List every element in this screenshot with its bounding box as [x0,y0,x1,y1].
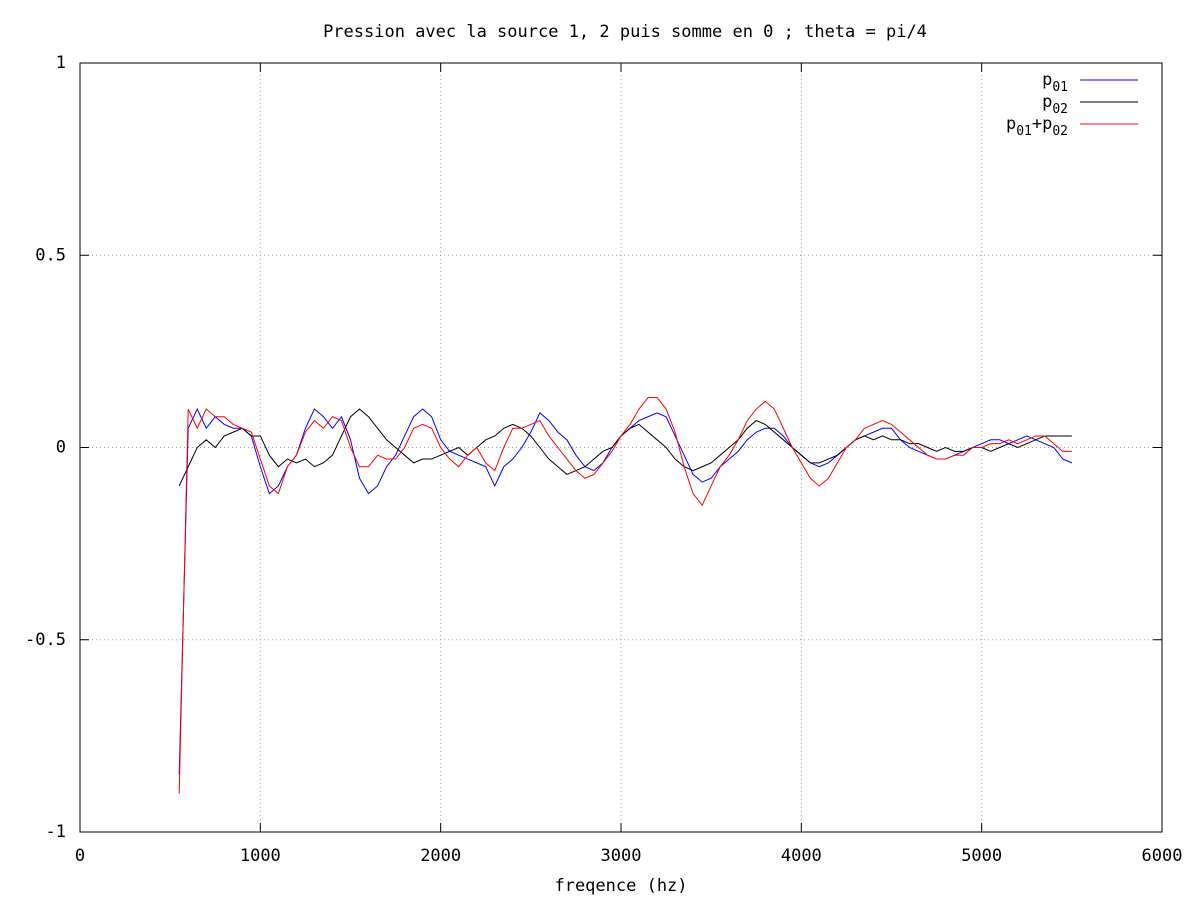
x-tick-label: 4000 [781,846,822,866]
series-line [178,408,1072,487]
y-tick-label: 0 [56,438,66,458]
series-line [178,397,1072,794]
x-tick-label: 0 [75,846,85,866]
plot-frame [79,62,1163,833]
x-tick-label: 1000 [240,846,281,866]
y-tick-label: 1 [56,53,66,73]
x-tick-label: 3000 [601,846,642,866]
x-tick-label: 6000 [1142,846,1183,866]
chart-title: Pression avec la source 1, 2 puis somme … [323,22,927,42]
x-axis-label: freqence (hz) [554,876,687,896]
legend-label: p01 [1042,70,1068,95]
y-tick-label: -0.5 [25,630,66,650]
x-tick-label: 2000 [420,846,461,866]
x-tick-label: 5000 [961,846,1002,866]
y-tick-label: -1 [46,822,66,842]
y-tick-label: 0.5 [35,245,66,265]
legend-label: p01+p02 [1006,114,1068,139]
legend-label: p02 [1042,92,1068,117]
